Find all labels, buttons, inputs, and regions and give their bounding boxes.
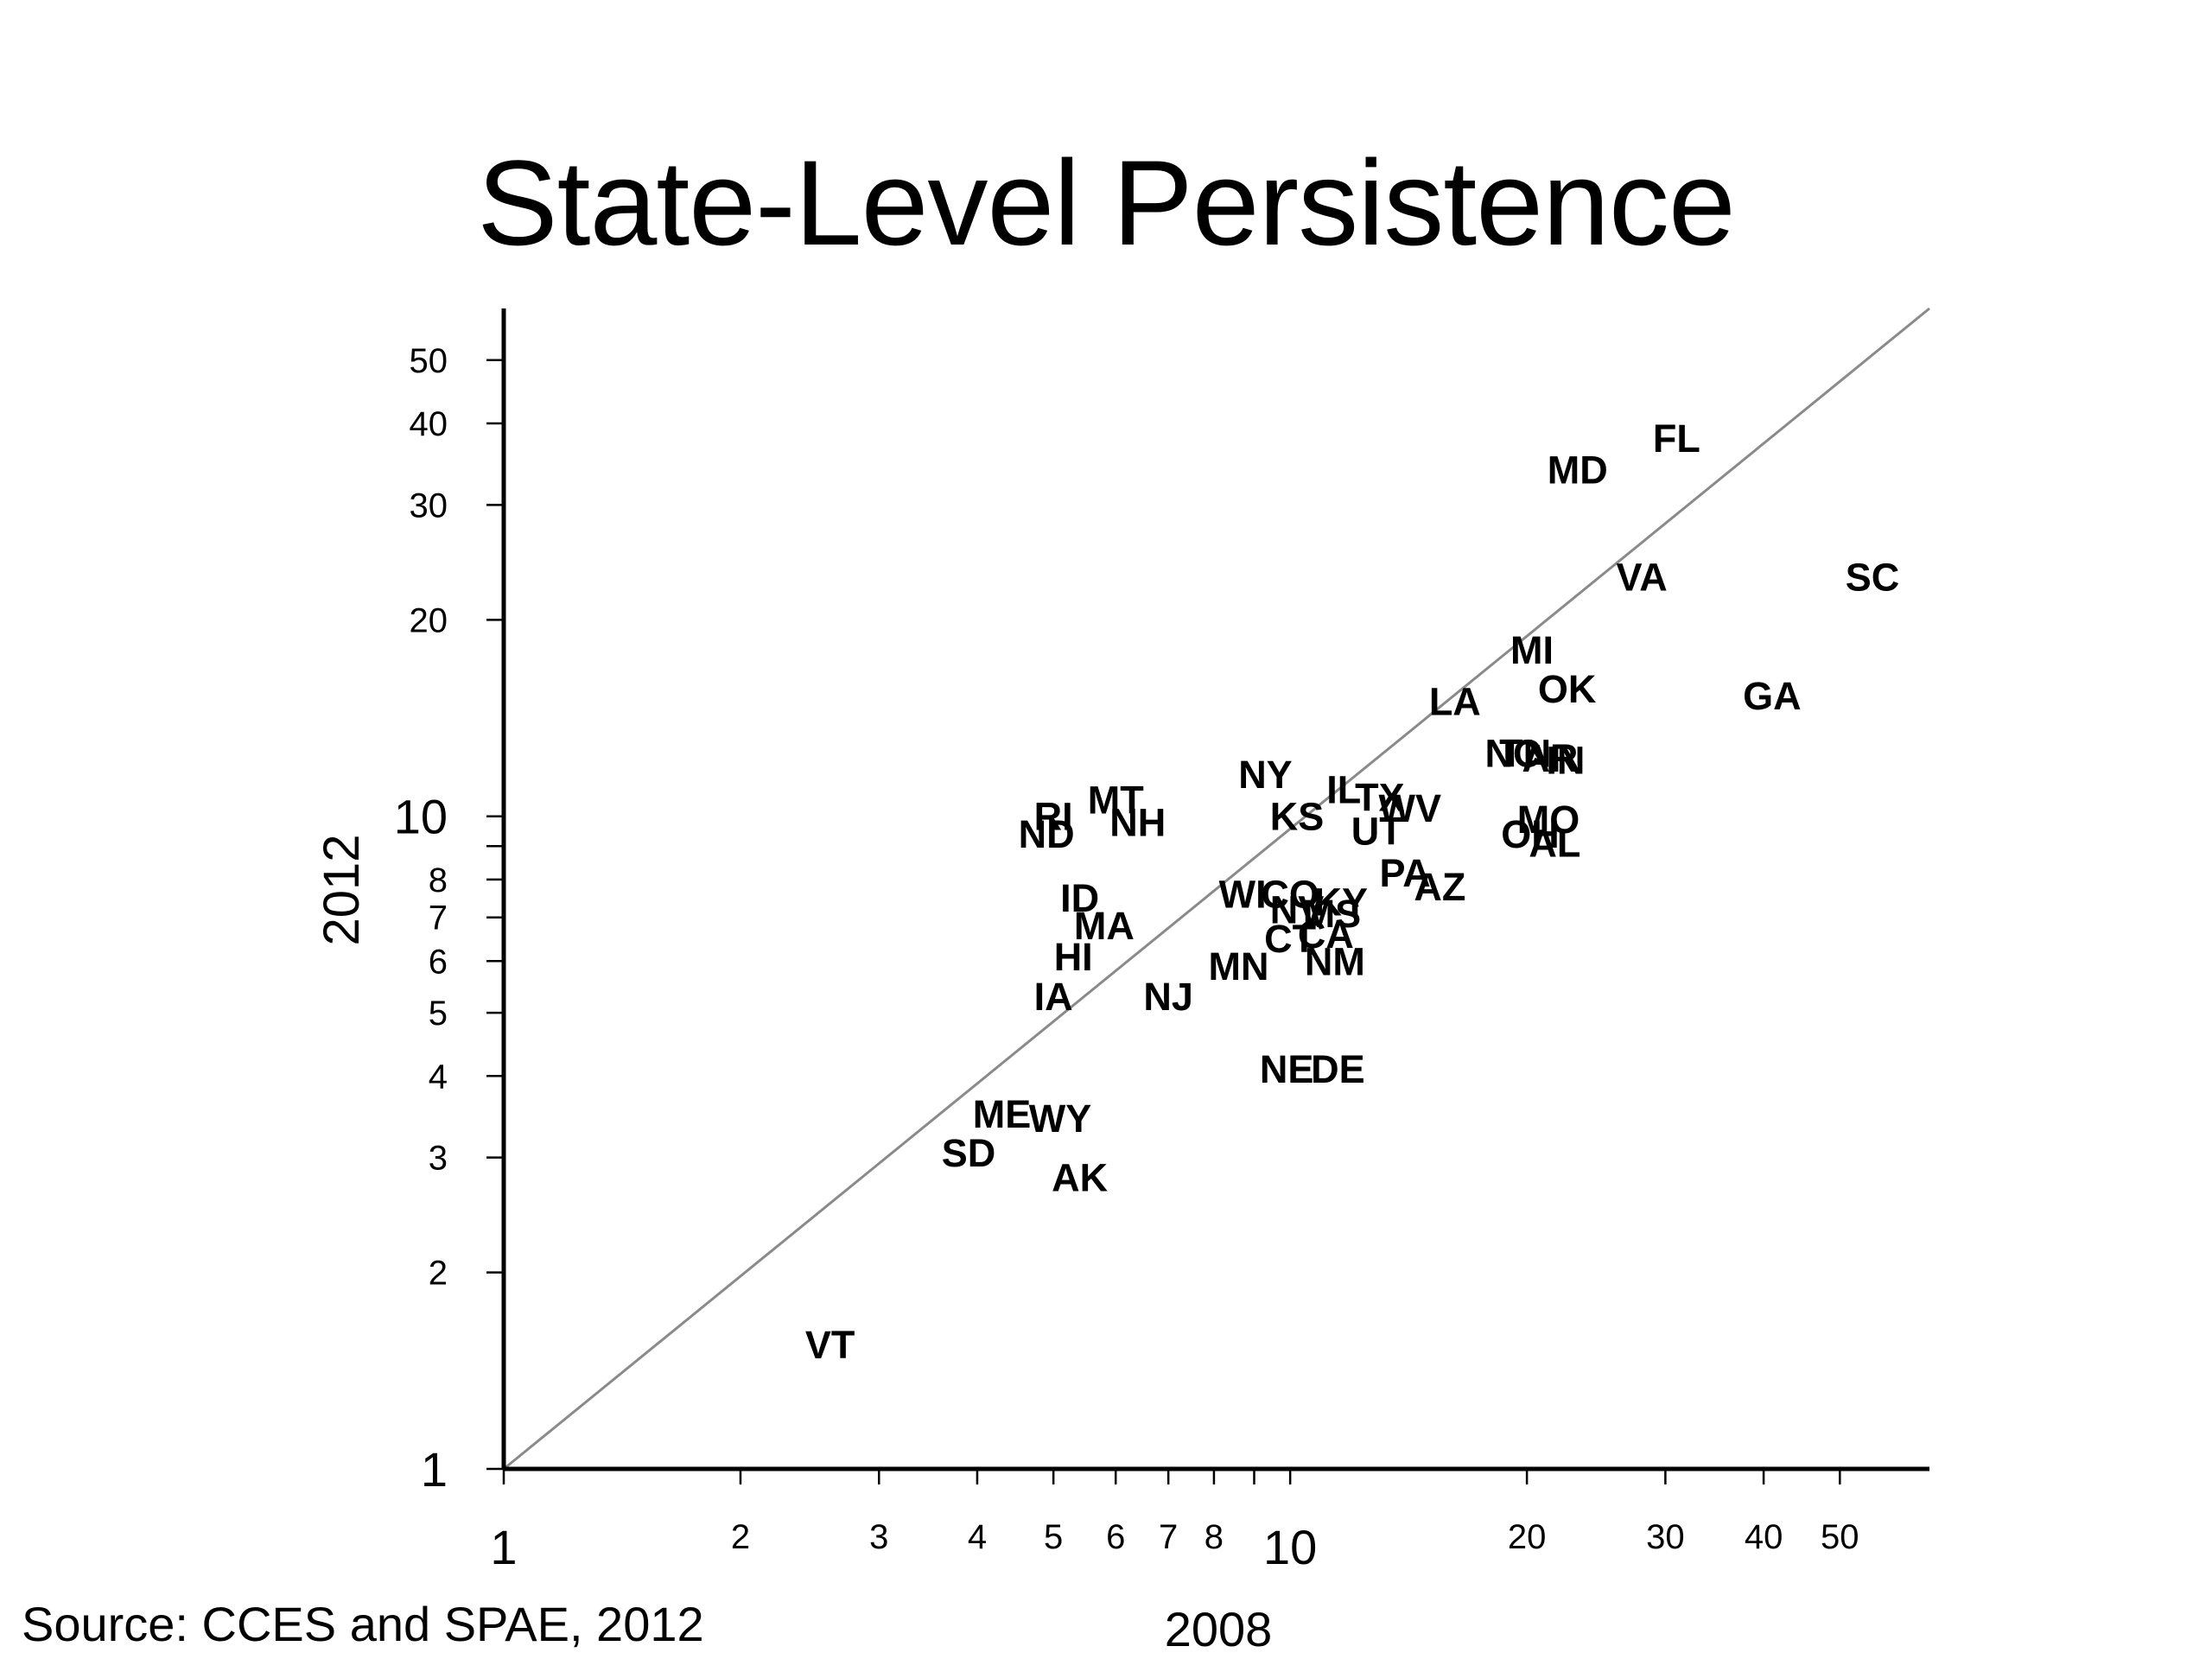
state-point-ok: OK [1538, 667, 1597, 711]
y-tick-label: 4 [429, 1058, 448, 1096]
state-point-mt: MT [1088, 779, 1144, 823]
x-tick-label: 40 [1745, 1518, 1783, 1556]
y-tick-label: 10 [394, 790, 448, 844]
reference-line [503, 307, 1930, 1471]
x-tick-label: 30 [1646, 1518, 1685, 1556]
state-point-co: CO [1261, 873, 1319, 917]
state-point-ms: MS [1303, 892, 1362, 936]
reference-line-layer [503, 307, 1930, 1471]
state-point-ny: NY [1238, 753, 1293, 797]
y-tick-label: 1 [421, 1442, 448, 1497]
y-tick-label: 8 [429, 861, 448, 899]
state-point-md: MD [1548, 448, 1608, 492]
state-point-tn: TN [1499, 732, 1551, 776]
state-point-sd: SD [942, 1131, 996, 1175]
y-tick-label: 30 [410, 486, 448, 524]
state-point-wi: WI [1219, 873, 1267, 917]
state-point-ri: RI [1034, 795, 1073, 839]
state-point-ma: MA [1074, 904, 1135, 948]
y-tick-label: 50 [410, 342, 448, 380]
y-tick-label: 6 [429, 943, 448, 981]
state-point-va: VA [1617, 555, 1668, 599]
x-tick-label: 2 [731, 1518, 750, 1556]
state-point-nm: NM [1305, 939, 1365, 983]
state-point-ne: NE [1260, 1047, 1314, 1091]
state-point-nj: NJ [1143, 975, 1193, 1019]
state-point-hi: HI [1054, 935, 1093, 979]
state-point-ut: UT [1351, 810, 1403, 854]
state-point-nv: NV [1270, 887, 1325, 931]
source-note: Source: CCES and SPAE, 2012 [22, 1597, 704, 1651]
y-tick-label: 7 [429, 899, 448, 938]
state-point-ga: GA [1743, 674, 1802, 718]
x-tick-label: 1 [490, 1520, 517, 1574]
state-point-ca: CA [1298, 912, 1354, 957]
state-point-wy: WY [1029, 1096, 1092, 1141]
x-tick-label: 8 [1205, 1518, 1224, 1556]
state-point-mo: MO [1517, 798, 1580, 842]
x-tick-label: 6 [1106, 1518, 1125, 1556]
state-point-ak: AK [1052, 1155, 1108, 1199]
state-point-ky: KY [1314, 880, 1369, 924]
x-tick-label: 3 [869, 1518, 888, 1556]
state-point-id: ID [1060, 876, 1099, 920]
x-axis-label: 2008 [1165, 1602, 1273, 1656]
state-point-de: DE [1311, 1047, 1365, 1091]
x-tick-label: 10 [1263, 1520, 1317, 1574]
state-point-wv: WV [1378, 786, 1441, 830]
slide-title: State-Level Persistence [477, 135, 1736, 270]
state-point-fl: FL [1653, 416, 1700, 461]
state-point-mi: MI [1510, 628, 1554, 672]
state-point-oh: OH [1501, 812, 1560, 856]
x-tick-label: 20 [1508, 1518, 1547, 1556]
state-point-ia: IA [1034, 975, 1073, 1019]
state-point-la: LA [1429, 680, 1481, 724]
state-point-vt: VT [805, 1323, 855, 1367]
state-point-sc: SC [1846, 555, 1900, 599]
state-point-in: IN [1546, 738, 1585, 782]
state-point-mn: MN [1209, 944, 1269, 988]
state-point-ct: CT [1264, 917, 1316, 961]
y-tick-label: 2 [429, 1255, 448, 1293]
state-point-al: AL [1529, 822, 1580, 866]
state-point-nc: NC [1484, 732, 1541, 776]
state-point-nd: ND [1019, 812, 1075, 856]
y-tick-label: 20 [410, 601, 448, 639]
state-point-ks: KS [1270, 795, 1325, 839]
state-point-ar: AR [1522, 736, 1578, 780]
y-axis-label: 2012 [314, 834, 370, 945]
x-tick-label: 4 [968, 1518, 987, 1556]
state-point-az: AZ [1414, 865, 1465, 909]
state-point-me: ME [973, 1092, 1032, 1136]
y-tick-label: 40 [410, 405, 448, 443]
state-point-nh: NH [1109, 800, 1166, 844]
state-point-pa: PA [1380, 851, 1431, 895]
y-tick-label: 3 [429, 1140, 448, 1178]
state-point-il: IL [1326, 767, 1361, 811]
x-tick-label: 5 [1044, 1518, 1063, 1556]
x-tick-label: 7 [1159, 1518, 1178, 1556]
y-tick-label: 5 [429, 995, 448, 1033]
x-tick-label: 50 [1821, 1518, 1859, 1556]
state-point-tx: TX [1355, 776, 1405, 820]
